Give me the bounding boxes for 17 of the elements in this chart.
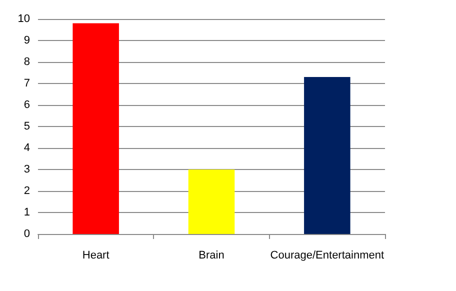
y-tick-label: 10 (18, 13, 30, 25)
y-tick-label: 6 (24, 99, 30, 111)
y-tick-label: 3 (24, 164, 30, 176)
y-tick-label: 7 (24, 78, 30, 90)
y-tick-label: 8 (24, 56, 30, 68)
y-tick-label: 1 (24, 206, 30, 218)
bar (304, 77, 350, 234)
y-tick-label: 5 (24, 120, 30, 132)
y-tick-label: 2 (24, 185, 30, 197)
bar (188, 170, 235, 234)
bar (72, 23, 119, 234)
y-tick-label: 9 (24, 34, 30, 46)
y-tick-label: 0 (24, 228, 30, 240)
y-tick-label: 4 (24, 142, 30, 154)
x-tick-label: Courage/Entertainment (270, 250, 384, 262)
x-tick-label: Heart (82, 250, 110, 262)
x-tick-label: Brain (198, 250, 224, 262)
